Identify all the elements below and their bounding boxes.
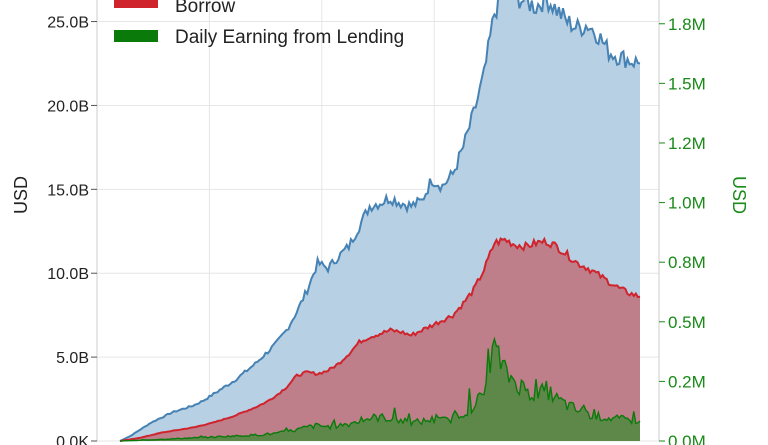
right-tick-label: 0.8M <box>668 253 706 272</box>
y-right-axis-label: USD <box>729 176 749 214</box>
legend: Borrow Daily Earning from Lending <box>114 0 404 48</box>
legend-label-borrow: Borrow <box>175 0 235 17</box>
right-tick-label: 1.0M <box>668 194 706 213</box>
left-tick-label: 15.0B <box>47 182 89 199</box>
y-left-axis-label: USD <box>11 176 31 214</box>
right-tick-label: 1.8M <box>668 15 706 34</box>
legend-swatch-earning <box>114 30 158 42</box>
borrow-line <box>119 236 641 442</box>
right-axis-ticks: 0.0M 0.2M 0.5M 0.8M 1.0M 1.2M 1.5M 1.8M <box>659 15 706 445</box>
left-tick-label: 10.0B <box>47 266 89 283</box>
left-tick-label: 20.0B <box>47 98 89 115</box>
right-tick-label: 1.2M <box>668 134 706 153</box>
chart-areas <box>119 0 641 442</box>
earning-area <box>120 339 640 441</box>
left-axis-ticks: 0.0K 5.0B 10.0B 15.0B 20.0B 25.0B <box>47 15 97 445</box>
legend-swatch-borrow <box>114 0 158 8</box>
right-tick-label: 1.5M <box>668 74 706 93</box>
left-tick-label: 5.0B <box>56 350 89 367</box>
left-tick-label: 0.0K <box>56 434 89 445</box>
supply-line <box>119 0 641 442</box>
legend-label-earning: Daily Earning from Lending <box>175 27 404 48</box>
right-tick-label: 0.0M <box>668 432 706 445</box>
earning-line <box>119 336 641 442</box>
axes <box>96 0 660 441</box>
right-tick-label: 0.5M <box>668 313 706 332</box>
right-tick-label: 0.2M <box>668 372 706 391</box>
left-tick-label: 25.0B <box>47 15 89 32</box>
